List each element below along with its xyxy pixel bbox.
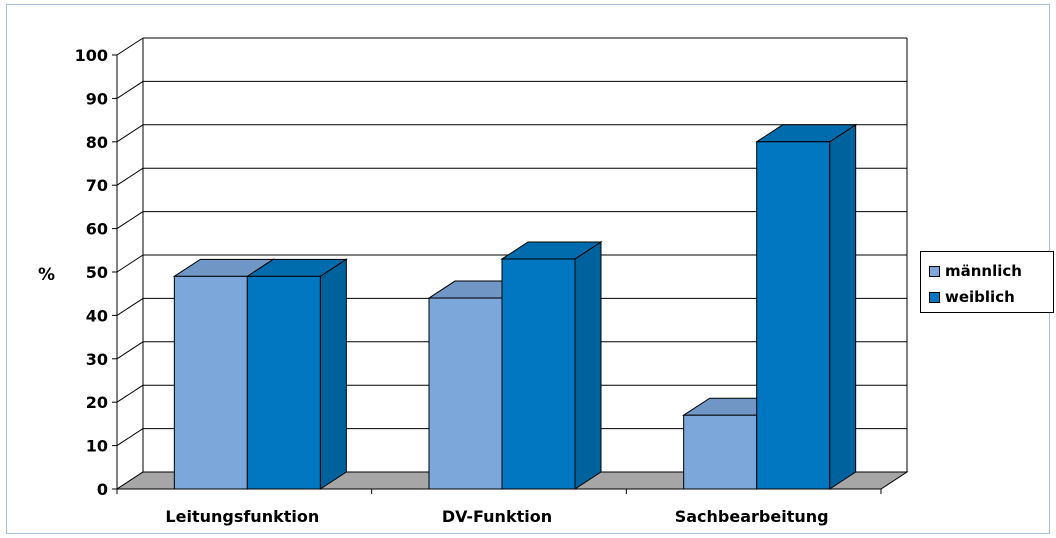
y-tick-label: 0 <box>97 480 108 499</box>
bar-1-1 <box>500 241 603 490</box>
bar-side <box>829 123 857 490</box>
y-tick-label: 10 <box>86 437 108 456</box>
gridline-side <box>116 37 144 56</box>
bar <box>501 258 576 490</box>
legend-swatch-maennlich <box>929 265 940 277</box>
bars-layer <box>172 123 858 490</box>
bar-side <box>319 258 347 490</box>
legend: männlich weiblich <box>920 251 1054 313</box>
gridline-side <box>116 297 144 316</box>
bar <box>246 275 321 490</box>
y-tick-label: 70 <box>86 176 108 195</box>
gridline-side <box>116 211 144 230</box>
y-tick-label: 60 <box>86 220 108 239</box>
y-axis-label: % <box>38 265 55 285</box>
y-tick-label: 80 <box>86 133 108 152</box>
gridline-side <box>116 124 144 143</box>
gridline-side <box>116 80 144 99</box>
bar <box>428 297 503 490</box>
gridline-side <box>116 428 144 447</box>
bar-side <box>574 241 602 490</box>
legend-item-weiblich: weiblich <box>929 287 1015 307</box>
y-tick-label: 100 <box>75 46 108 65</box>
legend-swatch-weiblich <box>929 291 940 303</box>
y-tick-label: 90 <box>86 89 108 108</box>
axis-layer: 0 10 20 30 40 50 60 70 80 90 100 Leitungsfunktion DV… <box>75 46 882 526</box>
x-tick-label: DV-Funktion <box>442 507 552 526</box>
legend-label-weiblich: weiblich <box>945 288 1015 306</box>
gridline-side <box>116 167 144 186</box>
legend-item-maennlich: männlich <box>929 261 1022 281</box>
gridline-side <box>116 341 144 360</box>
y-tick-label: 40 <box>86 306 108 325</box>
y-tick-label: 50 <box>86 263 108 282</box>
bar-2-1 <box>754 123 858 490</box>
y-tick-label: 30 <box>86 350 108 369</box>
x-tick-label: Sachbearbeitung <box>675 507 829 526</box>
gridline-side <box>116 254 144 273</box>
bar-0-1 <box>245 258 349 490</box>
x-tick-label: Leitungsfunktion <box>165 507 319 526</box>
legend-label-maennlich: männlich <box>945 262 1022 280</box>
y-tick-label: 20 <box>86 393 108 412</box>
bar <box>756 141 831 490</box>
bar <box>173 275 248 490</box>
gridline-side <box>116 384 144 403</box>
bar <box>683 414 758 490</box>
